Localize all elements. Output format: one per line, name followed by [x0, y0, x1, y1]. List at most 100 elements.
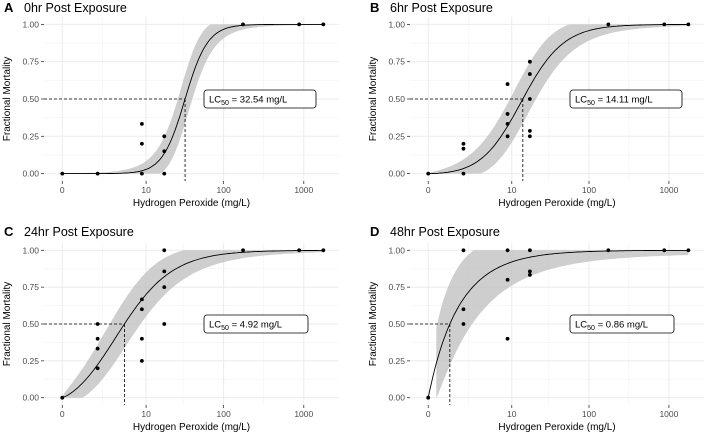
data-point	[606, 22, 611, 27]
data-point	[139, 336, 144, 341]
y-tick-label: 0.50	[388, 94, 405, 104]
data-point	[139, 307, 144, 312]
x-tick-label: 0	[426, 185, 431, 195]
data-point	[461, 146, 466, 151]
fit-curve	[427, 249, 689, 398]
fit-curve	[428, 23, 689, 175]
data-point	[162, 285, 167, 290]
data-point	[95, 366, 100, 371]
y-axis-title: Fractional Mortality	[2, 282, 13, 366]
x-tick-label: 1000	[294, 409, 313, 419]
y-tick-label: 0.00	[22, 393, 39, 403]
y-tick-label: 0.75	[22, 57, 39, 67]
data-point	[461, 171, 466, 176]
y-tick-label: 1.00	[388, 245, 405, 255]
fit-curve	[62, 23, 324, 175]
x-tick-label: 1000	[659, 409, 678, 419]
lc50-value: = 0.86 mg/L	[595, 320, 648, 331]
y-tick-label: 0.25	[388, 131, 405, 141]
data-point	[505, 122, 510, 126]
y-tick-label: 0.25	[22, 131, 39, 141]
data-point	[426, 171, 431, 176]
data-point	[461, 307, 466, 312]
lc50-prefix: LC	[209, 95, 221, 106]
y-tick-label: 1.00	[22, 19, 39, 29]
panel-c: LC50 = 4.92 mg/L 0.00 0.25 0.50 0.75 1.00 0 10 1…	[2, 224, 339, 433]
data-point	[95, 336, 100, 341]
data-point	[321, 22, 326, 27]
data-point	[139, 122, 144, 126]
x-tick-label: 10	[507, 409, 517, 419]
y-tick-label: 1.00	[22, 245, 39, 255]
data-point	[606, 248, 611, 253]
x-tick-label: 100	[582, 185, 596, 195]
data-point	[505, 134, 510, 139]
lc50-subscript: 50	[587, 100, 595, 107]
data-point	[139, 297, 144, 302]
confidence-band	[428, 24, 689, 174]
data-point	[321, 248, 326, 253]
panel-d: LC50 = 0.86 mg/L 0.00 0.25 0.50 0.75 1.00 0 10 1…	[368, 224, 704, 433]
y-axis-title: Fractional Mortality	[2, 57, 13, 141]
y-tick-label: 0.00	[388, 393, 405, 403]
x-tick-label: 100	[217, 409, 231, 419]
data-point	[162, 269, 167, 274]
data-point	[527, 273, 532, 277]
lc50-label: LC50 = 32.54 mg/L	[209, 95, 287, 108]
panel-letter: A	[4, 0, 14, 15]
data-point	[162, 248, 167, 253]
x-tick-label: 1000	[659, 185, 678, 195]
data-point	[505, 336, 510, 341]
y-axis-title: Fractional Mortality	[368, 282, 379, 366]
panel-letter: B	[370, 0, 379, 15]
x-axis-title: Hydrogen Peroxide (mg/L)	[133, 422, 250, 433]
lc50-prefix: LC	[575, 320, 587, 331]
lc50-label-box	[203, 89, 317, 109]
data-point	[461, 248, 466, 253]
data-point	[527, 248, 532, 253]
confidence-band	[62, 24, 324, 174]
y-tick-label: 0.25	[22, 356, 39, 366]
y-tick-label: 0.25	[388, 356, 405, 366]
data-point	[60, 395, 65, 400]
data-point	[95, 346, 100, 351]
lc50-value: = 14.11 mg/L	[595, 95, 653, 106]
data-point	[527, 129, 532, 133]
data-point	[139, 171, 144, 176]
lc50-prefix: LC	[575, 95, 587, 106]
data-point	[461, 322, 466, 326]
data-points	[60, 22, 326, 176]
fit-curve	[62, 249, 324, 399]
x-tick-label: 10	[141, 409, 151, 419]
y-tick-label: 1.00	[388, 19, 405, 29]
lc50-subscript: 50	[587, 325, 595, 332]
data-point	[527, 97, 532, 101]
data-point	[162, 322, 167, 326]
data-point	[527, 134, 532, 139]
data-point	[95, 171, 100, 176]
y-tick-label: 0.00	[22, 169, 39, 179]
y-tick-label: 0.75	[388, 57, 405, 67]
x-tick-label: 10	[141, 185, 151, 195]
y-tick-label: 0.50	[22, 94, 39, 104]
panel-title: 48hr Post Exposure	[390, 225, 500, 239]
lc50-label: LC50 = 0.86 mg/L	[575, 320, 648, 333]
data-point	[505, 82, 510, 86]
data-points	[60, 248, 326, 400]
x-tick-label: 0	[60, 409, 65, 419]
panel-title: 24hr Post Exposure	[24, 225, 134, 239]
panel-letter: C	[4, 224, 14, 239]
x-axis-title: Hydrogen Peroxide (mg/L)	[498, 422, 615, 433]
panel-letter: D	[370, 224, 379, 239]
data-point	[527, 59, 532, 64]
y-tick-label: 0.75	[22, 282, 39, 292]
data-point	[162, 134, 167, 139]
panel-title: 6hr Post Exposure	[390, 1, 493, 15]
lc50-subscript: 50	[221, 325, 229, 332]
panel-b: LC50 = 14.11 mg/L 0.00 0.25 0.50 0.75 1.00 0 10…	[368, 0, 704, 209]
x-tick-label: 10	[507, 185, 517, 195]
data-point	[662, 22, 667, 27]
data-point	[461, 141, 466, 146]
y-tick-label: 0.50	[22, 319, 39, 329]
